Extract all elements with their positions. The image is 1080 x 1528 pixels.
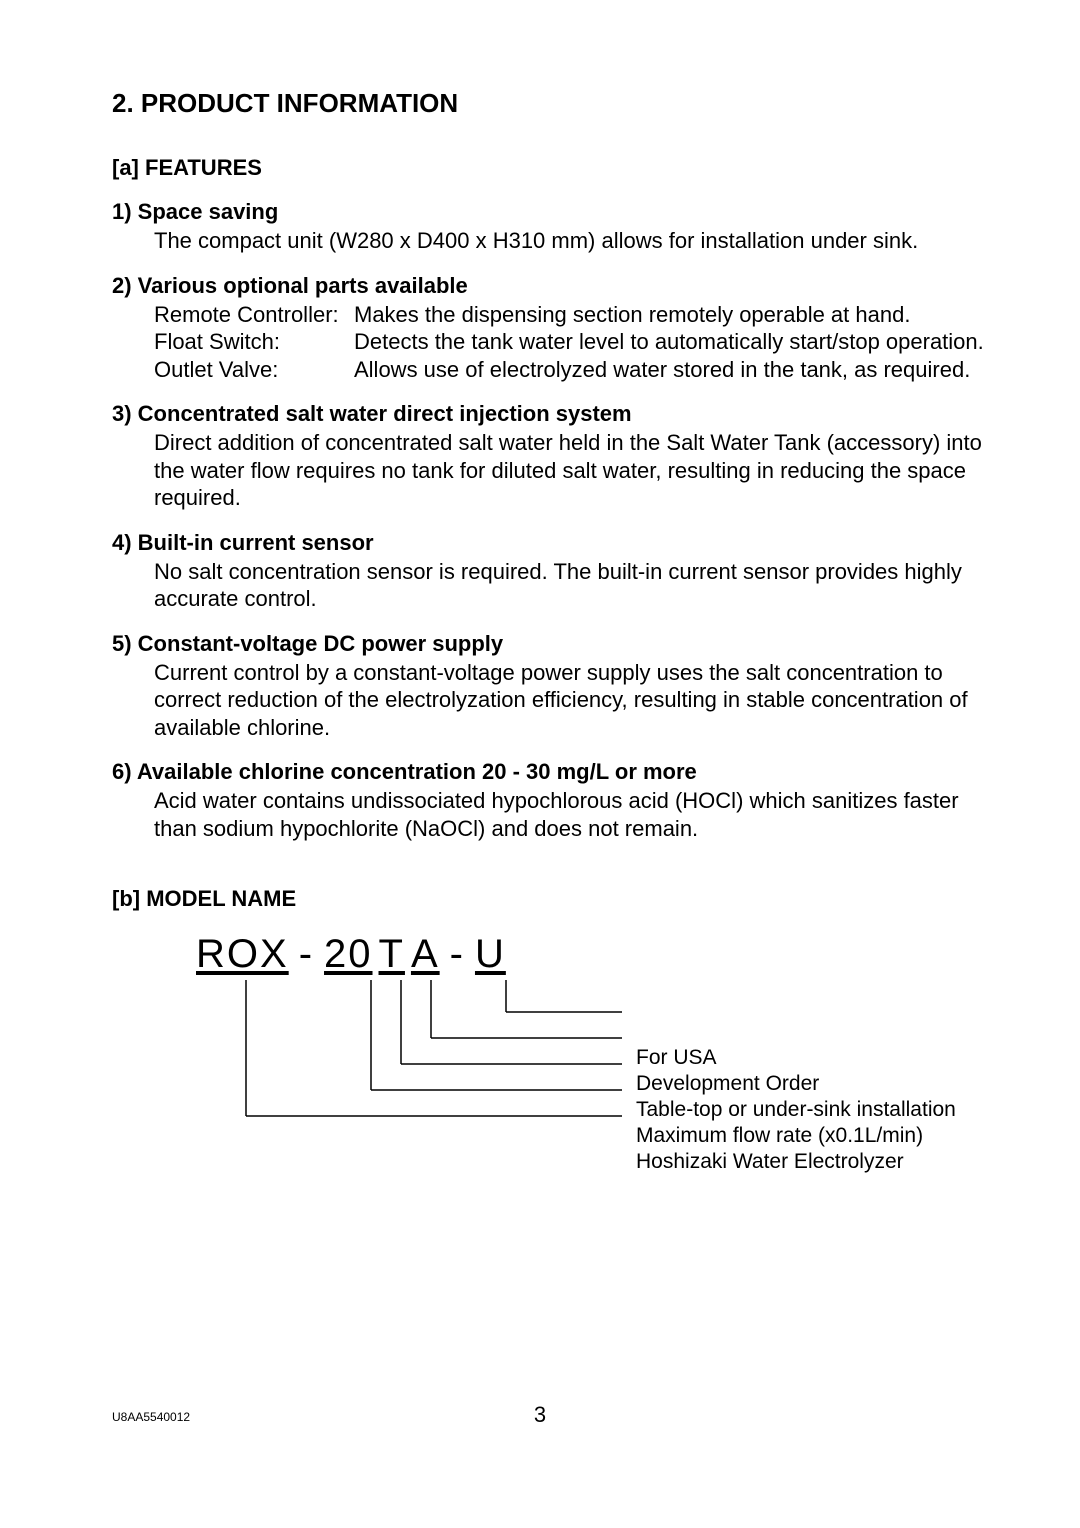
feature-heading: 3) Concentrated salt water direct inject… <box>112 401 984 427</box>
feature-block: 2) Various optional parts availableRemot… <box>112 273 984 384</box>
feature-heading: 6) Available chlorine concentration 20 -… <box>112 759 984 785</box>
parts-row: Remote Controller:Makes the dispensing s… <box>154 301 984 329</box>
section-title: 2. PRODUCT INFORMATION <box>112 88 984 119</box>
parts-desc: Makes the dispensing section remotely op… <box>354 301 984 329</box>
features-heading: [a] FEATURES <box>112 155 984 181</box>
feature-heading: 2) Various optional parts available <box>112 273 984 299</box>
feature-body: No salt concentration sensor is required… <box>112 558 984 613</box>
parts-desc: Allows use of electrolyzed water stored … <box>354 356 984 384</box>
model-label: Maximum flow rate (x0.1L/min) <box>636 1123 923 1148</box>
model-label: Table-top or under-sink installation <box>636 1097 956 1122</box>
model-diagram: ROX-20TA-U For USADevelopment OrderTable… <box>196 932 984 1192</box>
feature-block: 6) Available chlorine concentration 20 -… <box>112 759 984 842</box>
model-label: Hoshizaki Water Electrolyzer <box>636 1149 904 1174</box>
parts-label: Float Switch: <box>154 328 354 356</box>
model-heading: [b] MODEL NAME <box>112 886 984 912</box>
parts-label: Outlet Valve: <box>154 356 354 384</box>
parts-desc: Detects the tank water level to automati… <box>354 328 984 356</box>
parts-table: Remote Controller:Makes the dispensing s… <box>112 301 984 384</box>
page-number: 3 <box>0 1402 1080 1428</box>
feature-block: 1) Space savingThe compact unit (W280 x … <box>112 199 984 255</box>
feature-body: Direct addition of concentrated salt wat… <box>112 429 984 512</box>
model-label: Development Order <box>636 1071 819 1096</box>
feature-block: 4) Built-in current sensorNo salt concen… <box>112 530 984 613</box>
feature-block: 5) Constant-voltage DC power supplyCurre… <box>112 631 984 742</box>
feature-body: Acid water contains undissociated hypoch… <box>112 787 984 842</box>
features-list: 1) Space savingThe compact unit (W280 x … <box>112 199 984 842</box>
feature-heading: 4) Built-in current sensor <box>112 530 984 556</box>
feature-body: Current control by a constant-voltage po… <box>112 659 984 742</box>
page: 2. PRODUCT INFORMATION [a] FEATURES 1) S… <box>0 0 1080 1528</box>
feature-block: 3) Concentrated salt water direct inject… <box>112 401 984 512</box>
parts-label: Remote Controller: <box>154 301 354 329</box>
feature-body: The compact unit (W280 x D400 x H310 mm)… <box>112 227 984 255</box>
feature-heading: 5) Constant-voltage DC power supply <box>112 631 984 657</box>
model-section: [b] MODEL NAME ROX-20TA-U For USADevelop… <box>112 886 984 1192</box>
feature-heading: 1) Space saving <box>112 199 984 225</box>
parts-row: Outlet Valve:Allows use of electrolyzed … <box>154 356 984 384</box>
model-label: For USA <box>636 1045 717 1070</box>
parts-row: Float Switch:Detects the tank water leve… <box>154 328 984 356</box>
